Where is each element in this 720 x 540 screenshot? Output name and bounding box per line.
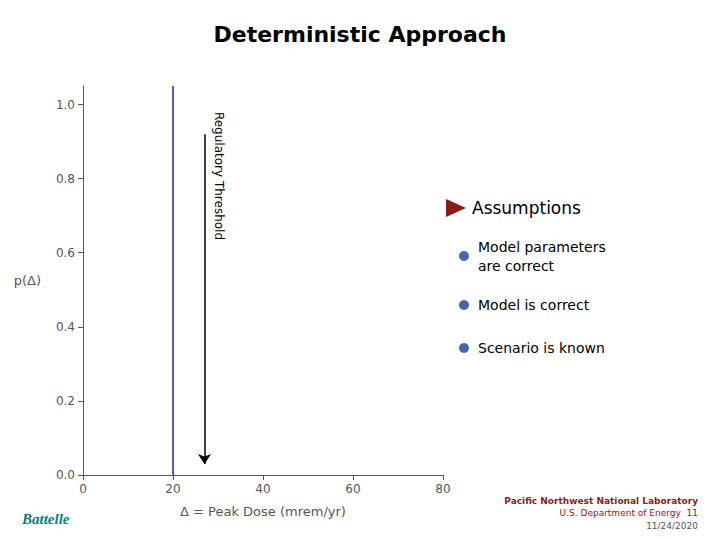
svg-text:80: 80 <box>435 482 450 496</box>
svg-text:0.2: 0.2 <box>56 394 75 408</box>
svg-text:0.4: 0.4 <box>56 320 75 334</box>
svg-text:20: 20 <box>165 482 180 496</box>
svg-text:0.0: 0.0 <box>56 468 75 482</box>
svg-text:Assumptions: Assumptions <box>472 198 581 218</box>
svg-text:0: 0 <box>79 482 87 496</box>
svg-text:60: 60 <box>345 482 360 496</box>
svg-text:1.0: 1.0 <box>56 98 75 112</box>
svg-text:40: 40 <box>255 482 270 496</box>
svg-text:Pacific Northwest National Lab: Pacific Northwest National Laboratory <box>504 496 698 506</box>
svg-text:p(Δ): p(Δ) <box>14 273 41 288</box>
svg-text:Model is correct: Model is correct <box>478 297 590 313</box>
svg-text:11/24/2020: 11/24/2020 <box>646 521 698 531</box>
svg-text:0.8: 0.8 <box>56 172 75 186</box>
svg-text:Scenario is known: Scenario is known <box>478 340 605 356</box>
svg-text:Deterministic Approach: Deterministic Approach <box>213 22 506 47</box>
svg-text:Model parameters: Model parameters <box>478 239 606 255</box>
svg-text:Δ = Peak Dose (mrem/yr): Δ = Peak Dose (mrem/yr) <box>180 504 346 519</box>
svg-text:Battelle: Battelle <box>21 511 70 527</box>
svg-text:Regulatory Threshold: Regulatory Threshold <box>212 112 226 240</box>
svg-text:U.S. Department of Energy 11: U.S. Department of Energy 11 <box>560 508 698 518</box>
svg-text:are correct: are correct <box>478 258 555 274</box>
svg-text:0.6: 0.6 <box>56 246 75 260</box>
